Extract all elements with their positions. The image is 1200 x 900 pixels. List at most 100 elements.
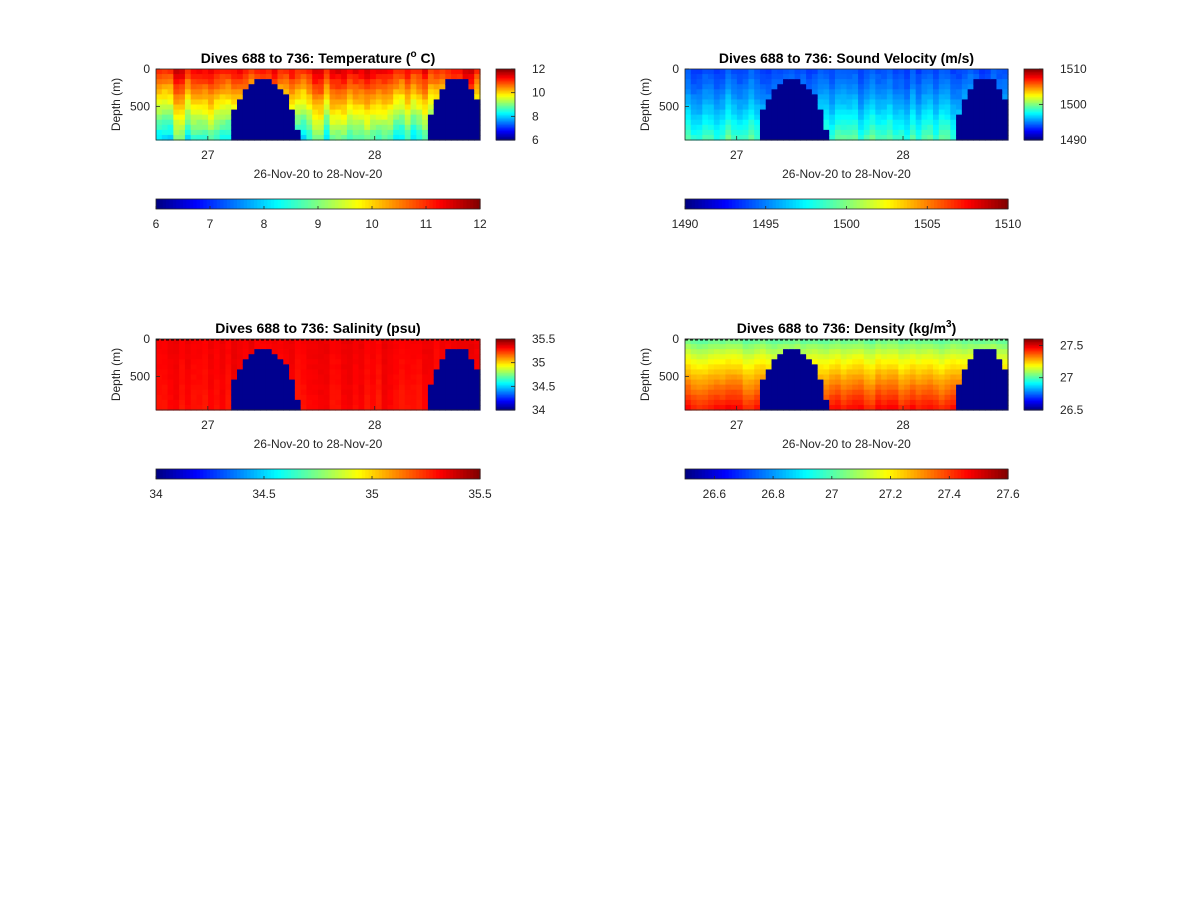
heatmap-cell [167,369,174,376]
heatmap-cell [886,74,894,80]
colorbar-segment [449,199,454,209]
heatmap-cell [806,379,813,386]
heatmap-cell [713,404,721,411]
heatmap-cell [852,134,859,141]
heatmap-cell [416,379,423,386]
heatmap-cell [468,399,475,406]
heatmap-cell [167,109,174,116]
heatmap-cell [318,344,325,350]
heatmap-cell [346,129,354,136]
heatmap-cell [875,369,882,376]
heatmap-cell [731,374,738,381]
heatmap-cell [237,99,244,106]
heatmap-cell [416,89,423,95]
heatmap-cell [445,359,452,365]
heatmap-cell [213,349,221,355]
heatmap-cell [294,374,302,381]
heatmap-cell [445,394,452,401]
heatmap-cell [190,84,198,90]
heatmap-cell [834,119,842,126]
heatmap-cell [834,109,842,116]
colorbar-segment [446,199,451,209]
colorbar-segment [210,199,214,209]
colorbar-segment [355,199,360,209]
heatmap-cell [956,109,963,116]
heatmap-cell [283,74,290,80]
heatmap-cell [858,364,865,371]
heatmap-cell [225,399,232,406]
heatmap-cell [973,74,980,80]
heatmap-cell [265,339,273,345]
heatmap-cell [433,359,441,365]
heatmap-cell [358,389,365,396]
colorbar-segment [496,91,515,94]
heatmap-cell [783,349,790,355]
heatmap-cell [329,89,336,95]
heatmap-cell [685,84,692,90]
colorbar-tick-label: 26.5 [1060,403,1084,417]
heatmap-cell [771,74,778,80]
heatmap-cell [719,119,726,126]
heatmap-cell [829,79,836,85]
heatmap-cell [456,399,464,406]
heatmap-cell [834,399,842,406]
heatmap-cell [416,374,423,381]
heatmap-cell [811,389,819,396]
heatmap-cell [242,404,250,411]
heatmap-cell [1002,129,1009,136]
heatmap-cell [961,369,969,376]
heatmap-cell [967,114,974,121]
heatmap-cell [404,364,412,371]
heatmap-cell [811,384,819,391]
heatmap-cell [956,69,963,75]
heatmap-cell [892,94,900,101]
heatmap-cell [416,364,423,371]
colorbar-segment [688,469,693,479]
heatmap-cell [817,89,825,95]
y-tick-label: 0 [143,62,150,76]
heatmap-cell [961,124,969,131]
heatmap-cell [823,374,830,381]
heatmap-cell [823,384,830,391]
heatmap-cell [742,344,750,350]
heatmap-cell [742,109,750,116]
colorbar-segment [789,199,794,209]
heatmap-cell [783,84,790,90]
heatmap-cell [451,364,458,371]
heatmap-cell [190,114,198,121]
heatmap-cell [811,99,819,106]
heatmap-cell [904,344,911,350]
heatmap-cell [318,109,325,116]
heatmap-cell [167,114,174,121]
heatmap-cell [231,84,238,90]
heatmap-cell [713,354,721,360]
heatmap-cell [260,379,267,386]
heatmap-cell [863,109,871,116]
heatmap-cell [1002,339,1009,345]
heatmap-cell [840,134,848,141]
heatmap-cell [950,404,957,411]
heatmap-cell [190,384,198,391]
colorbar-segment [701,469,706,479]
heatmap-cell [956,134,963,141]
heatmap-cell [690,364,698,371]
heatmap-cell [323,94,331,101]
heatmap-cell [708,129,715,136]
colorbar-segment [974,199,979,209]
heatmap-cell [777,99,784,106]
colorbar-segment [304,199,309,209]
colorbar-segment [496,132,515,135]
heatmap-cell [725,339,732,345]
heatmap-cell [702,104,709,111]
heatmap-cell [231,404,238,411]
heatmap-cell [800,109,807,116]
heatmap-cell [863,89,871,95]
heatmap-cell [973,399,980,406]
heatmap-cell [996,374,1003,381]
heatmap-cell [794,399,801,406]
heatmap-cell [1002,89,1009,95]
heatmap-cell [358,384,365,391]
heatmap-cell [696,79,703,85]
heatmap-cell [892,354,900,360]
heatmap-cell [445,354,452,360]
